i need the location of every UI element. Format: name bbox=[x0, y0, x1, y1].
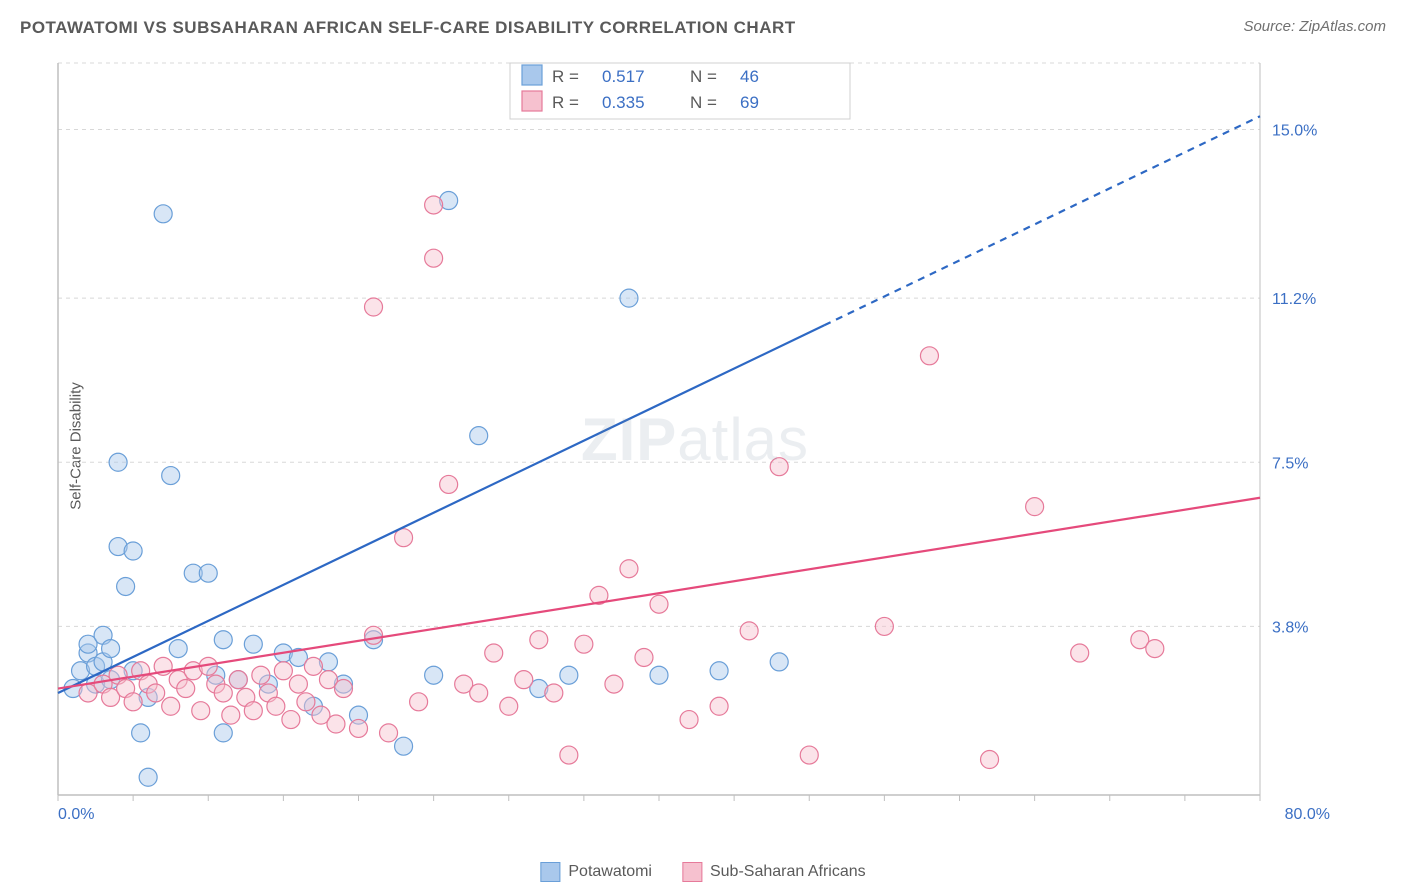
svg-text:N =: N = bbox=[690, 93, 717, 112]
data-point bbox=[267, 697, 285, 715]
data-point bbox=[222, 706, 240, 724]
data-point bbox=[365, 626, 383, 644]
scatter-plot: 3.8% 7.5% 11.2% 15.0% 0.0% 80.0% R = 0.517 N = 46… bbox=[50, 55, 1340, 830]
svg-text:46: 46 bbox=[740, 67, 759, 86]
data-point bbox=[102, 640, 120, 658]
data-point bbox=[425, 666, 443, 684]
data-point bbox=[132, 724, 150, 742]
data-point bbox=[1146, 640, 1164, 658]
svg-text:7.5%: 7.5% bbox=[1272, 455, 1308, 472]
legend-swatch bbox=[682, 862, 702, 882]
data-point bbox=[680, 711, 698, 729]
data-point bbox=[1026, 498, 1044, 516]
data-point bbox=[365, 298, 383, 316]
data-point bbox=[147, 684, 165, 702]
data-point bbox=[425, 249, 443, 267]
data-point bbox=[560, 666, 578, 684]
legend-label: Sub-Saharan Africans bbox=[710, 863, 866, 881]
data-point bbox=[274, 662, 292, 680]
svg-text:R =: R = bbox=[552, 67, 579, 86]
data-point bbox=[229, 671, 247, 689]
legend-item: Potawatomi bbox=[540, 862, 652, 882]
data-point bbox=[620, 560, 638, 578]
svg-text:15.0%: 15.0% bbox=[1272, 123, 1317, 140]
data-point bbox=[470, 427, 488, 445]
svg-text:69: 69 bbox=[740, 93, 759, 112]
svg-text:0.517: 0.517 bbox=[602, 67, 645, 86]
data-point bbox=[605, 675, 623, 693]
bottom-legend: Potawatomi Sub-Saharan Africans bbox=[540, 862, 865, 882]
data-point bbox=[981, 751, 999, 769]
data-point bbox=[635, 648, 653, 666]
data-point bbox=[395, 737, 413, 755]
data-point bbox=[282, 711, 300, 729]
data-point bbox=[244, 635, 262, 653]
data-point bbox=[297, 693, 315, 711]
data-point bbox=[327, 715, 345, 733]
data-point bbox=[304, 657, 322, 675]
data-point bbox=[650, 666, 668, 684]
data-point bbox=[440, 475, 458, 493]
data-point bbox=[740, 622, 758, 640]
svg-text:11.2%: 11.2% bbox=[1272, 291, 1316, 308]
data-point bbox=[1071, 644, 1089, 662]
data-point bbox=[800, 746, 818, 764]
data-point bbox=[139, 768, 157, 786]
svg-text:N =: N = bbox=[690, 67, 717, 86]
data-point bbox=[380, 724, 398, 742]
data-point bbox=[124, 542, 142, 560]
data-point bbox=[710, 697, 728, 715]
chart-title: POTAWATOMI VS SUBSAHARAN AFRICAN SELF-CA… bbox=[20, 18, 796, 37]
data-point bbox=[124, 693, 142, 711]
data-point bbox=[620, 289, 638, 307]
data-point bbox=[530, 631, 548, 649]
data-point bbox=[199, 564, 217, 582]
data-point bbox=[485, 644, 503, 662]
svg-text:0.0%: 0.0% bbox=[58, 806, 94, 823]
data-point bbox=[192, 702, 210, 720]
data-point bbox=[545, 684, 563, 702]
source-label: Source: ZipAtlas.com bbox=[1243, 18, 1386, 35]
data-point bbox=[410, 693, 428, 711]
data-point bbox=[350, 719, 368, 737]
data-point bbox=[109, 453, 127, 471]
data-point bbox=[500, 697, 518, 715]
data-point bbox=[214, 724, 232, 742]
data-point bbox=[425, 196, 443, 214]
data-point bbox=[875, 617, 893, 635]
data-point bbox=[560, 746, 578, 764]
svg-text:0.335: 0.335 bbox=[602, 93, 645, 112]
data-point bbox=[710, 662, 728, 680]
svg-text:80.0%: 80.0% bbox=[1285, 806, 1330, 823]
data-point bbox=[650, 595, 668, 613]
data-point bbox=[244, 702, 262, 720]
svg-text:R =: R = bbox=[552, 93, 579, 112]
data-point bbox=[334, 680, 352, 698]
data-point bbox=[770, 653, 788, 671]
data-point bbox=[162, 697, 180, 715]
data-point bbox=[214, 631, 232, 649]
data-point bbox=[470, 684, 488, 702]
data-point bbox=[117, 577, 135, 595]
legend-item: Sub-Saharan Africans bbox=[682, 862, 866, 882]
data-point bbox=[214, 684, 232, 702]
data-point bbox=[162, 467, 180, 485]
data-point bbox=[154, 205, 172, 223]
data-point bbox=[252, 666, 270, 684]
legend-label: Potawatomi bbox=[568, 863, 652, 881]
data-point bbox=[515, 671, 533, 689]
data-point bbox=[770, 458, 788, 476]
data-point bbox=[289, 675, 307, 693]
data-point bbox=[177, 680, 195, 698]
data-point bbox=[920, 347, 938, 365]
svg-text:3.8%: 3.8% bbox=[1272, 619, 1308, 636]
legend-swatch bbox=[540, 862, 560, 882]
data-point bbox=[169, 640, 187, 658]
data-point bbox=[575, 635, 593, 653]
